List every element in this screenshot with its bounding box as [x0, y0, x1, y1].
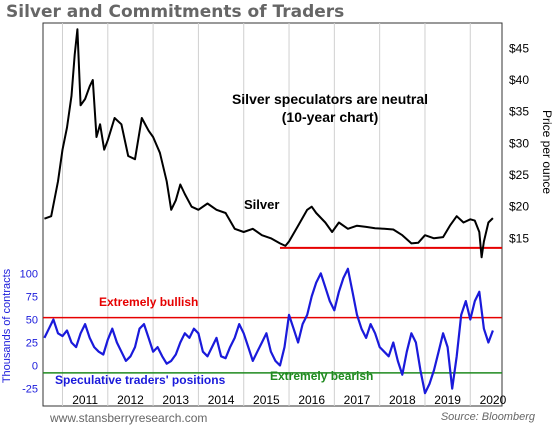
x-tick-label: 2012	[117, 393, 144, 407]
series-lines	[43, 28, 494, 395]
x-axis-ticks: 2011 2012 2013 2014 2015 2016 2017 2018 2019 2020	[72, 393, 506, 407]
x-tick-label: 2011	[72, 393, 98, 407]
price-tick-label: $45	[509, 41, 529, 55]
x-tick-label: 2014	[208, 393, 235, 407]
x-tick-label: 2013	[162, 393, 189, 407]
plot-frame	[42, 22, 503, 407]
contracts-tick-label: 100	[20, 268, 38, 280]
bullish-label: Extremely bullish	[99, 295, 198, 309]
positions-series-label: Speculative traders' positions	[55, 373, 226, 387]
annotation-line-1: Silver speculators are neutral	[232, 91, 428, 107]
x-tick-label: 2020	[480, 393, 507, 407]
price-tick-label: $40	[509, 73, 529, 87]
x-tick-label: 2015	[253, 393, 280, 407]
contracts-tick-label: 75	[26, 291, 38, 303]
x-tick-label: 2019	[434, 393, 461, 407]
silver-series-label: Silver	[244, 197, 279, 212]
price-tick-label: $30	[509, 136, 529, 150]
chart-title: Silver and Commitments of Traders	[6, 2, 345, 22]
contracts-tick-label: 0	[32, 361, 38, 373]
x-tick-label: 2016	[298, 393, 325, 407]
price-tick-label: $20	[509, 200, 529, 214]
price-axis-ticks: $15 $20 $25 $30 $35 $40 $45	[509, 41, 529, 245]
price-axis-label: Price per ounce	[540, 110, 553, 194]
positions-line	[43, 267, 494, 395]
contracts-tick-label: -25	[22, 384, 38, 396]
contracts-tick-label: 25	[26, 338, 38, 350]
x-tick-label: 2018	[389, 393, 416, 407]
footer-source-right: Source: Bloomberg	[440, 411, 535, 423]
price-tick-label: $35	[509, 105, 529, 119]
annotation-line-2: (10-year chart)	[282, 109, 379, 125]
grid-lines	[61, 23, 471, 406]
silver-price-line	[44, 28, 494, 259]
bearish-label: Extremely bearish	[270, 369, 373, 383]
contracts-tick-label: 50	[26, 314, 38, 326]
x-tick-label: 2017	[344, 393, 371, 407]
contracts-axis-ticks: -25 0 25 50 75 100	[20, 268, 38, 395]
footer-source-left: www.stansberryresearch.com	[50, 411, 208, 425]
price-tick-label: $15	[509, 231, 529, 245]
contracts-axis-label: Thousands of contracts	[1, 268, 13, 383]
threshold-lines	[43, 246, 502, 374]
price-tick-label: $25	[509, 168, 529, 182]
